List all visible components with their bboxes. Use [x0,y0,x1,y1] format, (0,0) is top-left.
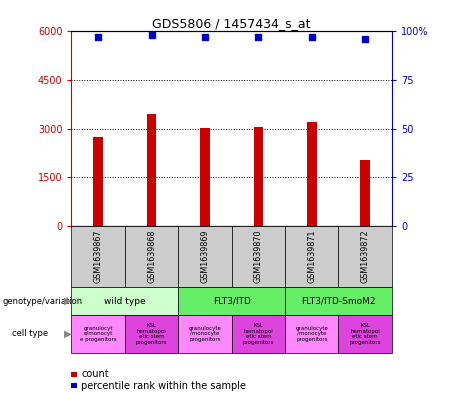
Text: GSM1639869: GSM1639869 [201,230,209,283]
Text: KSL
hematopoi
etic stem
progenitors: KSL hematopoi etic stem progenitors [242,323,274,345]
Text: KSL
hematopoi
etic stem
progenitors: KSL hematopoi etic stem progenitors [349,323,381,345]
Text: granulocyte
/monocyte
progenitors: granulocyte /monocyte progenitors [189,326,221,342]
Text: cell type: cell type [12,329,47,338]
Text: GSM1639872: GSM1639872 [361,230,370,283]
Text: genotype/variation: genotype/variation [2,297,83,305]
Text: KSL
hematopoi
etic stem
progenitors: KSL hematopoi etic stem progenitors [136,323,167,345]
Bar [200,128,210,226]
Text: FLT3/ITD: FLT3/ITD [213,297,251,305]
Bar [307,121,317,226]
Bar [147,114,156,226]
Text: ▶: ▶ [64,329,72,339]
Text: wild type: wild type [104,297,146,305]
Bar [254,127,263,226]
Text: GSM1639871: GSM1639871 [307,230,316,283]
Text: GSM1639868: GSM1639868 [147,230,156,283]
Text: granulocyte
/monocyte
progenitors: granulocyte /monocyte progenitors [296,326,328,342]
Text: count: count [81,369,109,379]
Text: FLT3/ITD-SmoM2: FLT3/ITD-SmoM2 [301,297,376,305]
Bar [93,137,103,226]
Title: GDS5806 / 1457434_s_at: GDS5806 / 1457434_s_at [153,17,311,30]
Text: ▶: ▶ [64,296,72,306]
Text: GSM1639870: GSM1639870 [254,230,263,283]
Bar [361,160,370,226]
Text: percentile rank within the sample: percentile rank within the sample [81,381,246,391]
Text: GSM1639867: GSM1639867 [94,230,103,283]
Text: granulocyt
e/monocyt
e progenitors: granulocyt e/monocyt e progenitors [80,326,117,342]
